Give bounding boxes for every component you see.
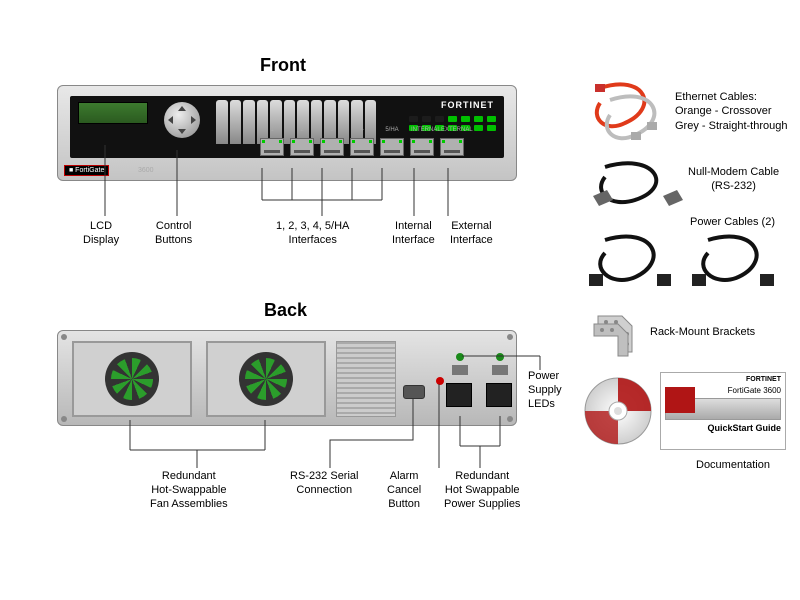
callout-interfaces: 1, 2, 3, 4, 5/HA Interfaces <box>276 220 349 248</box>
guide-red-square <box>665 387 695 413</box>
model-number: 3600 <box>138 167 154 174</box>
rj45-port: 1 <box>260 138 284 156</box>
callout-control: Control Buttons <box>155 220 192 248</box>
rear-vent <box>336 341 396 417</box>
rj45-port: EXTERNAL <box>440 138 464 156</box>
psu-fuse-1 <box>452 365 468 375</box>
acc-brackets-label: Rack-Mount Brackets <box>650 325 755 339</box>
acc-ethernet-label: Ethernet Cables: Orange - Crossover Grey… <box>675 90 788 133</box>
callout-external: External Interface <box>450 220 493 248</box>
rj45-port: 4 <box>350 138 374 156</box>
guide-brand: FORTINET <box>661 373 785 386</box>
power-inlet-1 <box>446 383 472 407</box>
rj45-port: 5/HA <box>380 138 404 156</box>
callout-lcd: LCD Display <box>83 220 119 248</box>
alarm-cancel-button <box>436 377 444 385</box>
front-face: FORTINET 1234 5/HA INTERNAL EXTERNAL <box>70 96 504 158</box>
fan-bay-left <box>72 341 192 417</box>
control-buttons <box>164 102 200 138</box>
callout-rs232: RS-232 Serial Connection <box>290 470 358 498</box>
power-cable-icon-1 <box>585 228 675 296</box>
quickstart-guide-icon: FORTINET FortiGate 3600 QuickStart Guide <box>660 372 786 450</box>
front-ports: 1234 5/HA INTERNAL EXTERNAL <box>260 138 464 156</box>
psu-led-1 <box>456 353 464 361</box>
ethernet-cables-icon <box>585 78 665 146</box>
rj45-port: 3 <box>320 138 344 156</box>
front-title: Front <box>260 55 306 76</box>
brand-text: FORTINET <box>441 100 494 110</box>
product-badge: ■ FortiGate <box>64 165 109 176</box>
back-title: Back <box>264 300 307 321</box>
psu-led-2 <box>496 353 504 361</box>
callout-internal: Internal Interface <box>392 220 435 248</box>
guide-subtitle: QuickStart Guide <box>661 423 785 433</box>
callout-fans: Redundant Hot-Swappable Fan Assemblies <box>150 470 228 511</box>
back-device <box>57 330 517 426</box>
acc-nullmodem-label: Null-Modem Cable (RS-232) <box>688 165 779 194</box>
null-modem-cable-icon <box>585 152 685 215</box>
front-device: FORTINET 1234 5/HA INTERNAL EXTERNAL ■ Fort… <box>57 85 517 181</box>
rj45-port: 2 <box>290 138 314 156</box>
fan-bay-right <box>206 341 326 417</box>
rs232-port <box>403 385 425 399</box>
cd-icon <box>582 375 654 450</box>
callout-psu-leds: Power Supply LEDs <box>528 370 562 411</box>
power-inlet-2 <box>486 383 512 407</box>
callout-alarm: Alarm Cancel Button <box>387 470 421 511</box>
power-cable-icon-2 <box>688 228 778 296</box>
callout-psu: Redundant Hot Swappable Power Supplies <box>444 470 520 511</box>
acc-docs-label: Documentation <box>696 458 770 472</box>
rj45-port: INTERNAL <box>410 138 434 156</box>
rack-bracket-icon <box>592 312 640 361</box>
psu-fuse-2 <box>492 365 508 375</box>
lcd-display <box>78 102 148 124</box>
